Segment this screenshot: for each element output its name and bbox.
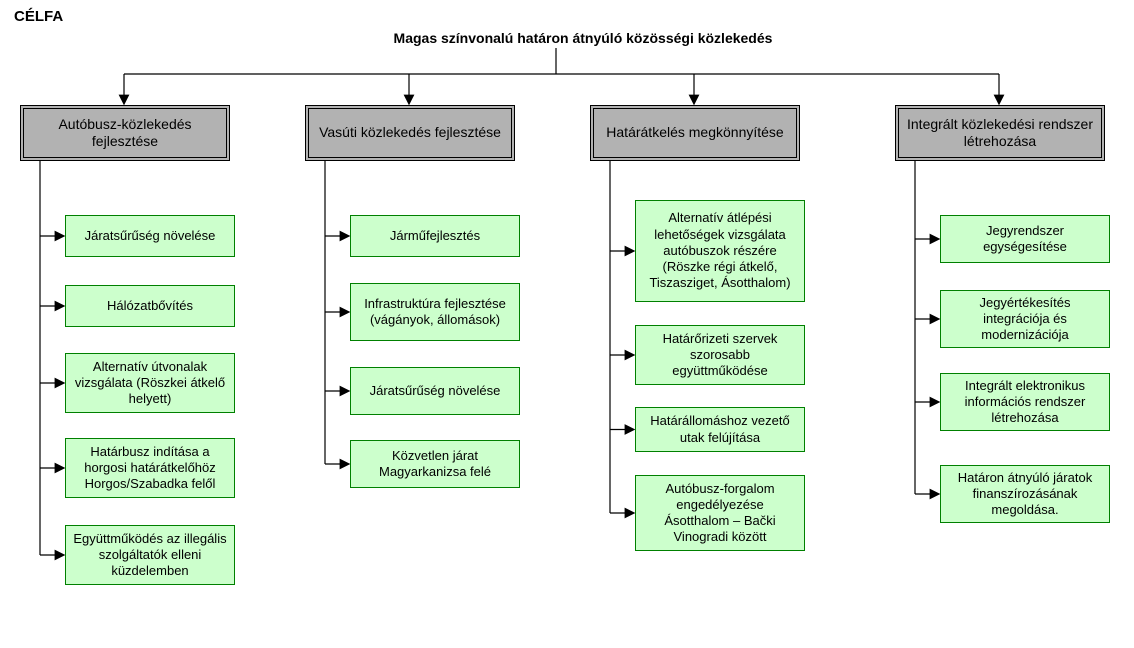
leaf-node: Járatsűrűség növelése (350, 367, 520, 415)
leaf-node: Alternatív útvonalak vizsgálata (Röszkei… (65, 353, 235, 413)
leaf-node: Hálózatbővítés (65, 285, 235, 327)
leaf-node: Határon átnyúló járatok finanszírozásána… (940, 465, 1110, 523)
leaf-node: Infrastruktúra fejlesztése (vágányok, ál… (350, 283, 520, 341)
leaf-node: Közvetlen járat Magyarkanizsa felé (350, 440, 520, 488)
leaf-node: Integrált elektronikus információs rends… (940, 373, 1110, 431)
leaf-node: Jegyrendszer egységesítése (940, 215, 1110, 263)
page-label: CÉLFA (14, 8, 63, 25)
leaf-node: Jegyértékesítés integrációja és moderniz… (940, 290, 1110, 348)
leaf-node: Határbusz indítása a horgosi határátkelő… (65, 438, 235, 498)
leaf-node: Járatsűrűség növelése (65, 215, 235, 257)
diagram-title: Magas színvonalú határon átnyúló közössé… (333, 30, 833, 46)
leaf-node: Együttműködés az illegális szolgáltatók … (65, 525, 235, 585)
leaf-node: Határállomáshoz vezető utak felújítása (635, 407, 805, 452)
leaf-node: Járműfejlesztés (350, 215, 520, 257)
category-header: Határátkelés megkönnyítése (590, 105, 800, 161)
leaf-node: Autóbusz-forgalom engedélyezése Ásotthal… (635, 475, 805, 551)
leaf-node: Alternatív átlépési lehetőségek vizsgála… (635, 200, 805, 302)
category-header: Integrált közlekedési rendszer létrehozá… (895, 105, 1105, 161)
category-header: Vasúti közlekedés fejlesztése (305, 105, 515, 161)
category-header: Autóbusz-közlekedés fejlesztése (20, 105, 230, 161)
leaf-node: Határőrizeti szervek szorosabb együttműk… (635, 325, 805, 385)
